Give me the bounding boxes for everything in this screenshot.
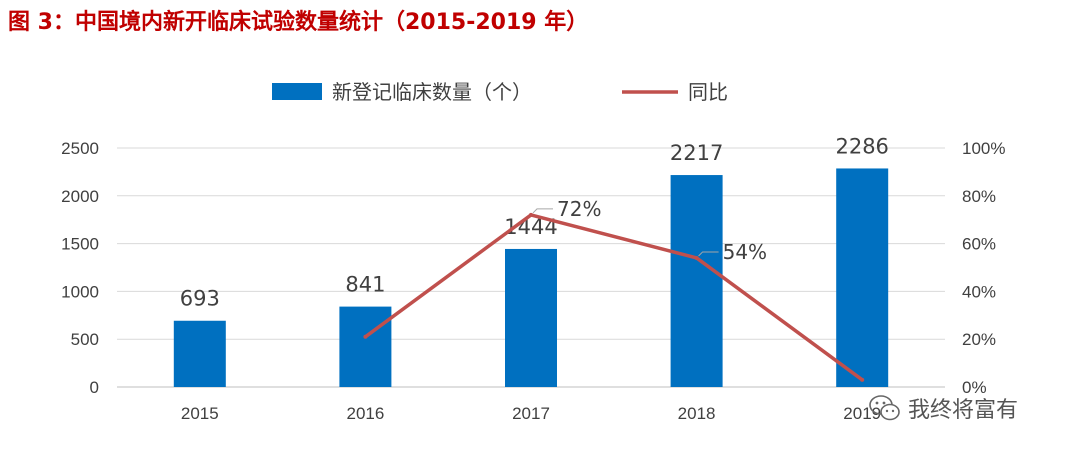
y-right-tick-label: 100% [962, 139, 1005, 158]
y-left-tick-label: 500 [71, 330, 99, 349]
y-right-tick-label: 40% [962, 282, 996, 301]
legend-bar-swatch [272, 83, 322, 100]
yoy-point [529, 212, 533, 217]
bar [339, 306, 392, 387]
bar-value-label: 693 [180, 287, 220, 311]
y-left-tick-label: 2000 [61, 187, 99, 206]
bar-value-label: 2217 [670, 141, 723, 165]
watermark: 我终将富有 [868, 392, 1018, 424]
y-left-tick-label: 1500 [61, 235, 99, 254]
bar [670, 175, 723, 387]
yoy-point [860, 377, 865, 382]
y-left-tick-label: 0 [90, 378, 99, 397]
yoy-value-label: 54% [723, 240, 767, 264]
x-tick-label: 2018 [678, 404, 716, 423]
bar [505, 248, 557, 387]
bar-value-label: 841 [345, 273, 385, 297]
y-right-tick-label: 20% [962, 330, 996, 349]
x-tick-label: 2017 [512, 404, 550, 423]
bar-value-label: 2286 [835, 134, 888, 158]
yoy-line [364, 213, 864, 382]
bar [173, 320, 226, 387]
y-left-tick-label: 1000 [61, 282, 99, 301]
wechat-icon [869, 395, 900, 421]
data-label-leader [532, 208, 553, 214]
legend-line-label: 同比 [688, 80, 728, 104]
y-right-tick-label: 0% [962, 378, 987, 397]
yoy-point [694, 255, 699, 260]
bar [836, 168, 889, 387]
data-label-leader [698, 251, 719, 257]
watermark-text: 我终将富有 [908, 398, 1019, 423]
y-left-tick-label: 2500 [61, 139, 99, 158]
yoy-point [363, 334, 368, 339]
y-right-tick-label: 60% [962, 235, 996, 254]
yoy-value-label: 72% [557, 197, 601, 221]
x-tick-label: 2016 [346, 404, 384, 423]
figure-title: 图 3：中国境内新开临床试验数量统计（2015-2019 年） [8, 10, 589, 35]
y-right-tick-label: 80% [962, 187, 996, 206]
x-tick-label: 2015 [181, 404, 219, 423]
legend-bar-label: 新登记临床数量（个） [332, 80, 532, 104]
